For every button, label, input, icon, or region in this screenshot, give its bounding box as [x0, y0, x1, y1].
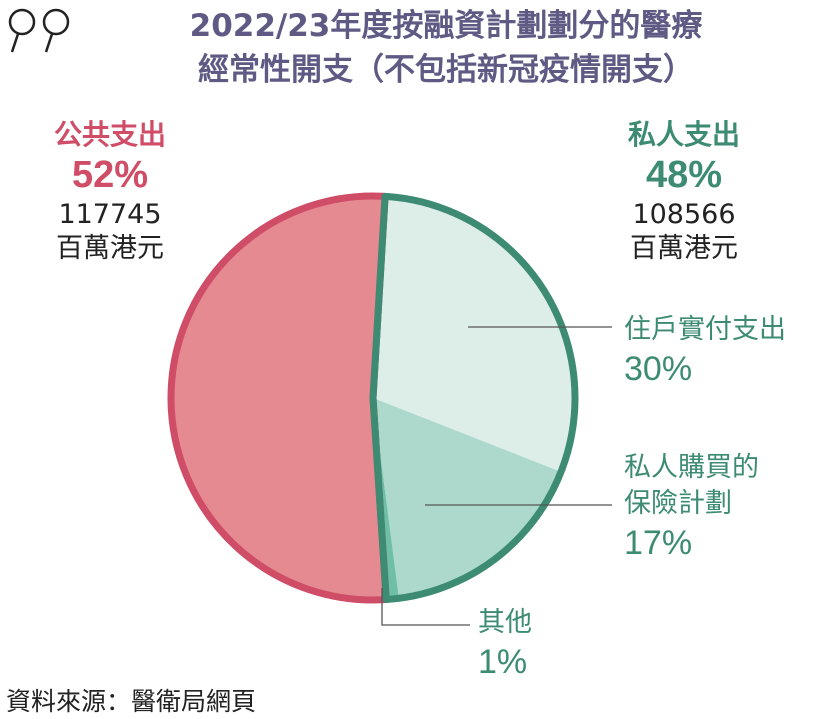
private-group-outline	[369, 192, 579, 604]
pie-slice	[373, 398, 562, 599]
leader-line-other	[381, 588, 470, 626]
private-percent: 48%	[645, 154, 723, 196]
callout-other-label: 其他	[478, 607, 532, 638]
public-percent: 52%	[71, 154, 149, 196]
public-name: 公共支出	[53, 118, 166, 151]
public-unit: 百萬港元	[56, 233, 164, 264]
callout-other: 其他 1%	[478, 605, 532, 683]
private-expenditure-label: 私人支出 48% 108566 百萬港元	[604, 118, 764, 266]
callout-out-of-pocket: 住戶實付支出 30%	[624, 312, 786, 390]
chart-title-line2: 經常性開支（不包括新冠疫情開支）	[198, 52, 694, 88]
callout-insurance-label: 私人購買的保險計劃	[624, 452, 759, 519]
callout-out-of-pocket-value: 30%	[624, 350, 693, 388]
callout-insurance-value: 17%	[624, 524, 693, 562]
public-group-outline	[167, 192, 390, 604]
private-unit: 百萬港元	[630, 233, 738, 264]
public-amount: 117745	[58, 199, 162, 230]
callout-insurance: 私人購買的保險計劃 17%	[624, 450, 774, 564]
source-note: 資料來源：醫衛局網頁	[6, 687, 257, 716]
chart-title: 2022/23年度按融資計劃劃分的醫療 經常性開支（不包括新冠疫情開支）	[96, 4, 796, 92]
pie-slice	[171, 196, 387, 601]
quote-mark-icon	[8, 8, 70, 53]
private-name: 私人支出	[627, 118, 740, 151]
callout-out-of-pocket-label: 住戶實付支出	[624, 314, 786, 345]
private-amount: 108566	[632, 199, 736, 230]
public-expenditure-label: 公共支出 52% 117745 百萬港元	[30, 118, 190, 266]
callout-other-value: 1%	[478, 643, 528, 681]
chart-title-line1: 2022/23年度按融資計劃劃分的醫療	[189, 8, 703, 44]
